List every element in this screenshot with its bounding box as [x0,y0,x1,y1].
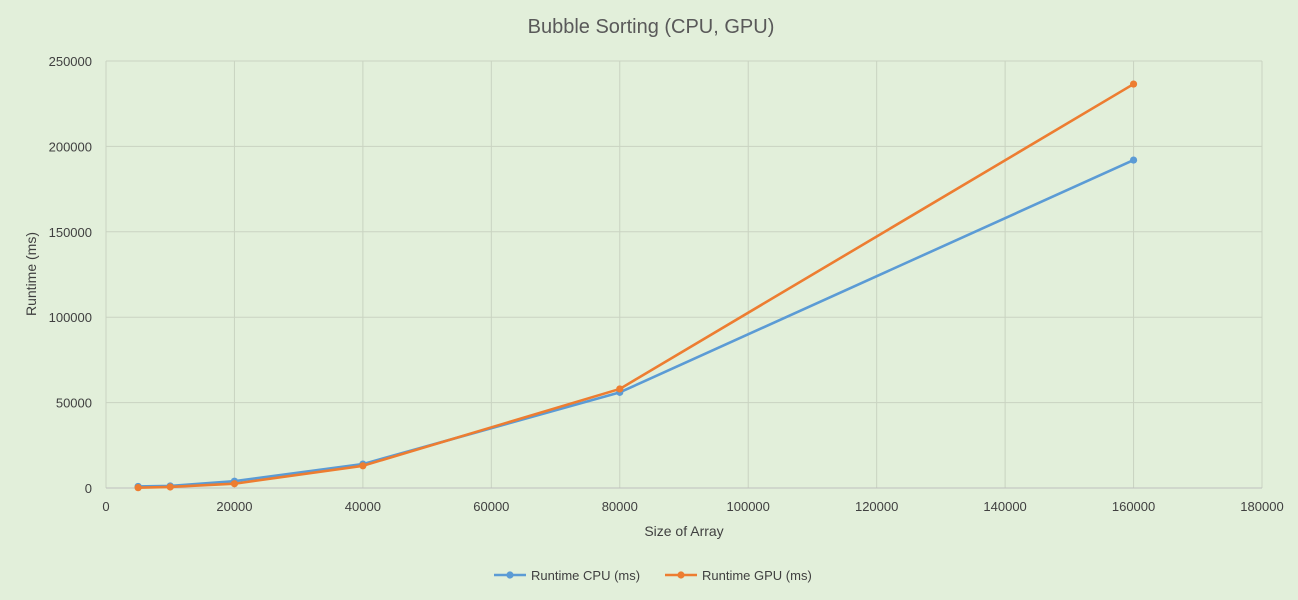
x-axis-ticks: 0 20000 40000 60000 80000 100000 120000 140000 1… [102,499,1283,514]
x-tick-label: 180000 [1240,499,1283,514]
y-tick-label: 0 [85,481,92,496]
data-point [1129,156,1138,164]
series-lines [134,80,1138,492]
data-point [134,484,142,492]
y-tick-label: 200000 [49,139,92,154]
y-tick-label: 100000 [49,310,92,325]
legend: Runtime CPU (ms) Runtime GPU (ms) [494,568,812,583]
legend-swatch-marker [677,571,685,579]
x-tick-label: 140000 [983,499,1026,514]
legend-item: Runtime GPU (ms) [665,568,812,583]
legend-label: Runtime CPU (ms) [531,568,640,583]
x-tick-label: 40000 [345,499,381,514]
x-axis-title: Size of Array [644,523,723,539]
x-tick-label: 20000 [216,499,252,514]
x-tick-label: 0 [102,499,109,514]
data-point [166,483,174,491]
data-point [230,480,239,488]
data-point [616,385,624,393]
y-axis-ticks: 0 50000 100000 150000 200000 250000 [49,54,92,496]
x-tick-label: 160000 [1112,499,1155,514]
data-point [1129,80,1138,88]
legend-label: Runtime GPU (ms) [702,568,812,583]
series-line [138,82,1135,489]
x-tick-label: 80000 [602,499,638,514]
y-tick-label: 250000 [49,54,92,69]
chart-title: Bubble Sorting (CPU, GPU) [528,16,775,38]
y-tick-label: 50000 [56,396,92,411]
x-tick-label: 60000 [473,499,509,514]
series-gpu [134,80,1138,492]
legend-swatch-marker [506,571,514,579]
series-line [138,158,1135,488]
y-tick-label: 150000 [49,225,92,240]
y-axis-title: Runtime (ms) [23,232,39,316]
data-point [359,462,367,470]
series-cpu [134,156,1138,491]
x-tick-label: 100000 [727,499,770,514]
gridlines [105,60,1263,489]
x-tick-label: 120000 [855,499,898,514]
legend-item: Runtime CPU (ms) [494,568,640,583]
